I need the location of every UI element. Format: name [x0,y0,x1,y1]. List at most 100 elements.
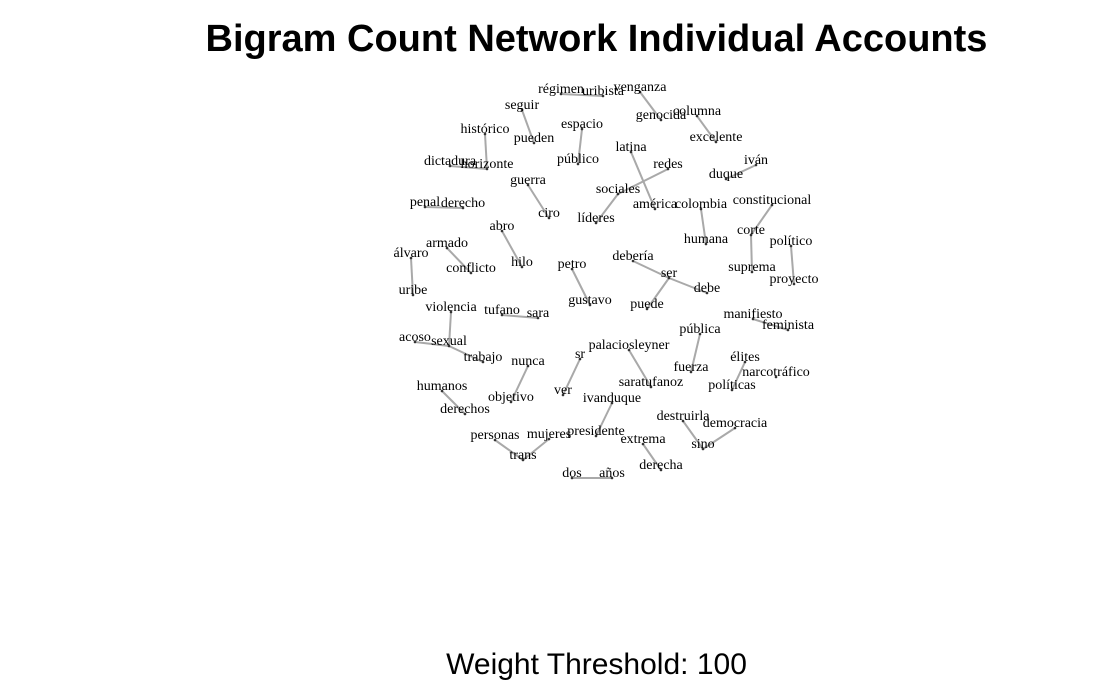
node-manifiesto [751,317,755,321]
node-label-mujeres: mujeres [527,427,571,442]
node-label-democracia: democracia [703,416,768,431]
node-redes [666,167,670,171]
node-label-humana: humana [684,232,729,247]
node-venganza [638,90,642,94]
node-label-feminista: feminista [762,318,815,333]
node-gustavo [588,303,592,307]
node-destruirla [681,419,685,423]
node-saratufanoz [649,385,653,389]
node-label-presidente: presidente [567,424,625,439]
node-proyecto [792,282,796,286]
node-constitucional [770,203,774,207]
node-ivanduque [610,401,614,405]
node-label-seguir: seguir [505,98,540,113]
node-ver [561,393,565,397]
edge-colombia-humana [700,208,707,245]
node-label-hilo: hilo [511,255,533,270]
node-debe [705,291,709,295]
node-publico [576,162,580,166]
node-narcotrafico [774,375,778,379]
edge-extrema-derecha [642,443,662,471]
node-label-sociales: sociales [596,182,640,197]
node-label-uribe: uribe [399,283,428,298]
node-label-penal: penal [410,195,440,210]
edge-regimen-uribista [560,93,604,97]
edge-personas-trans [494,439,524,461]
node-ser [667,276,671,280]
node-sociales [616,192,620,196]
node-label-derecha: derecha [639,458,683,473]
node-politicas [730,388,734,392]
edge-sociales-lideres [595,193,619,224]
node-presidente [594,434,598,438]
edge-mujeres-trans [522,438,550,461]
node-label-duque: duque [709,167,743,182]
node-label-derechos: derechos [440,402,490,417]
node-objetivo [509,400,513,404]
node-label-personas: personas [471,428,520,443]
edge-venganza-genocida [639,91,662,121]
node-derecho [461,206,465,210]
node-corte [749,233,753,237]
node-abro [500,229,504,233]
node-label-humanos: humanos [417,379,468,394]
node-sexual [447,344,451,348]
edge-seguir-pueden [521,109,535,144]
node-duque [724,177,728,181]
node-label-sexual: sexual [431,334,467,349]
node-uribista [601,94,605,98]
node-trabajo [481,360,485,364]
node-label-trabajo: trabajo [464,350,503,365]
node-label-politico: político [770,234,813,249]
node-label-publica: pública [679,322,721,337]
edge-penal-derecho [424,206,464,209]
node-dictadura [448,164,452,168]
node-armado [445,246,449,250]
weight-threshold-caption: Weight Threshold: 100 [446,648,747,681]
node-label-ser: ser [661,266,678,281]
edge-columna-excelente [696,115,717,143]
node-label-excelente: excelente [690,130,743,145]
node-label-acoso: acoso [399,330,431,345]
node-hilo [520,265,524,269]
node-latina [629,150,633,154]
node-derecha [659,468,663,472]
node-label-lideres: líderes [577,211,614,226]
chart-title: Bigram Count Network Individual Accounts [205,18,988,60]
edge-alvaro-uribe [410,257,414,296]
node-sr [578,357,582,361]
node-label-latina: latina [615,140,647,155]
node-dos [570,476,574,480]
edge-sr-ver [562,358,581,396]
node-personas [493,438,497,442]
edge-tufano-sara [501,314,539,319]
node-excelente [714,140,718,144]
node-label-abro: abro [490,219,515,234]
network-nodes [409,90,796,480]
edge-politico-proyecto [790,245,795,285]
node-label-suprema: suprema [728,260,776,275]
node-conflicto [469,271,473,275]
node-label-palaciosleyner: palaciosleyner [589,338,670,353]
node-label-ver: ver [554,383,572,398]
node-extrema [641,442,645,446]
node-seguir [520,108,524,112]
node-label-genocida: genocida [636,108,687,123]
node-democracia [733,426,737,430]
node-label-columna: columna [673,104,722,119]
node-america [653,207,657,211]
node-genocida [659,118,663,122]
node-label-puede: puede [630,297,663,312]
node-humana [704,242,708,246]
edge-acoso-sexual [414,341,450,347]
node-label-redes: redes [653,157,683,172]
node-label-pueden: pueden [514,131,554,146]
node-elites [743,360,747,364]
edge-democracia-sino [702,427,736,450]
node-label-america: américa [633,197,678,212]
node-acoso [413,340,417,344]
node-pueden [532,141,536,145]
node-label-regimen: régimen [538,82,584,97]
node-label-destruirla: destruirla [657,409,711,424]
